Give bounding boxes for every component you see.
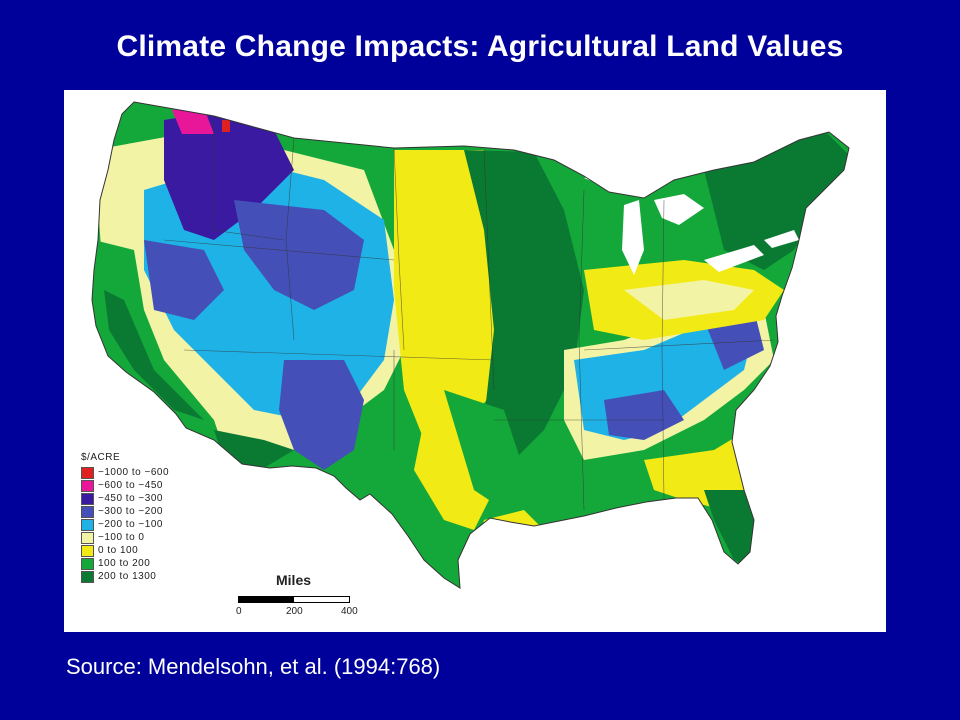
legend-item: −100 to 0: [81, 531, 169, 544]
legend-label: 0 to 100: [98, 545, 139, 556]
us-land-value-map: $/ACRE −1000 to −600 −600 to −450 −450 t…: [64, 90, 886, 632]
legend-label: −600 to −450: [98, 480, 163, 491]
legend-swatch: [81, 479, 94, 492]
legend-swatch: [81, 544, 94, 557]
scale-tick: 400: [341, 606, 358, 617]
legend-label: −1000 to −600: [98, 467, 170, 478]
slide-title: Climate Change Impacts: Agricultural Lan…: [116, 30, 844, 63]
map-legend: $/ACRE −1000 to −600 −600 to −450 −450 t…: [81, 452, 169, 583]
scale-title: Miles: [276, 572, 312, 588]
scale-bar: Miles 0 200 400: [236, 572, 368, 622]
legend-label: −300 to −200: [98, 506, 163, 517]
scale-bar-graphic: [238, 596, 350, 603]
legend-label: −200 to −100: [98, 519, 163, 530]
legend-swatch: [81, 505, 94, 518]
legend-title: $/ACRE: [81, 452, 121, 463]
legend-label: −450 to −300: [98, 493, 163, 504]
legend-label: 200 to 1300: [98, 571, 157, 582]
legend-item: 200 to 1300: [81, 570, 169, 583]
legend-swatch: [81, 492, 94, 505]
legend-swatch: [81, 466, 94, 479]
legend-swatch: [81, 531, 94, 544]
legend-item: −1000 to −600: [81, 466, 169, 479]
legend-label: 100 to 200: [98, 558, 151, 569]
legend-item: 0 to 100: [81, 544, 169, 557]
legend-item: −300 to −200: [81, 505, 169, 518]
legend-item: −450 to −300: [81, 492, 169, 505]
legend-swatch: [81, 570, 94, 583]
legend-item: 100 to 200: [81, 557, 169, 570]
us-map-graphic: [91, 101, 850, 589]
scale-tick: 200: [286, 606, 303, 617]
legend-swatch: [81, 557, 94, 570]
scale-tick: 0: [236, 606, 242, 617]
legend-item: −600 to −450: [81, 479, 169, 492]
legend-label: −100 to 0: [98, 532, 145, 543]
legend-item: −200 to −100: [81, 518, 169, 531]
legend-swatch: [81, 518, 94, 531]
source-citation: Source: Mendelsohn, et al. (1994:768): [66, 654, 441, 679]
